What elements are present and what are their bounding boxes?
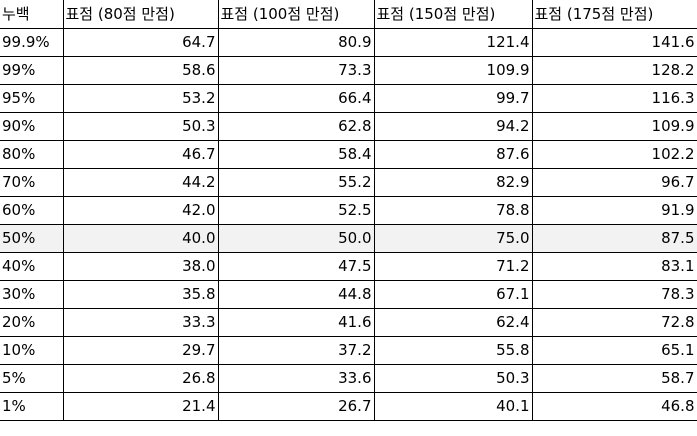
score-cell: 26.8 xyxy=(62,363,219,393)
score-cell: 75.0 xyxy=(373,223,533,253)
score-cell: 78.3 xyxy=(531,279,697,309)
score-cell: 35.8 xyxy=(62,279,219,309)
score-cell: 94.2 xyxy=(373,111,533,141)
score-cell: 71.2 xyxy=(373,251,533,281)
table-row: 20% 33.3 41.6 62.4 72.8 xyxy=(0,307,697,337)
table-row: 95% 53.2 66.4 99.7 116.3 xyxy=(0,83,697,113)
score-cell: 102.2 xyxy=(531,139,697,169)
score-cell: 50.3 xyxy=(62,111,219,141)
score-cell: 58.4 xyxy=(217,139,375,169)
score-cell: 73.3 xyxy=(217,55,375,85)
score-cell: 46.7 xyxy=(62,139,219,169)
score-cell: 78.8 xyxy=(373,195,533,225)
header-cell: 표점 (100점 만점) xyxy=(217,0,375,29)
score-cell: 33.6 xyxy=(217,363,375,393)
percentile-cell: 60% xyxy=(0,195,64,225)
score-cell: 87.5 xyxy=(531,223,697,253)
score-cell: 64.7 xyxy=(62,28,219,57)
header-cell: 표점 (175점 만점) xyxy=(531,0,697,29)
percentile-cell: 99.9% xyxy=(0,28,64,57)
table-row: 99.9% 64.7 80.9 121.4 141.6 xyxy=(0,28,697,57)
score-cell: 65.1 xyxy=(531,335,697,365)
score-cell: 52.5 xyxy=(217,195,375,225)
score-cell: 26.7 xyxy=(217,391,375,421)
score-cell: 96.7 xyxy=(531,167,697,197)
score-cell: 109.9 xyxy=(373,55,533,85)
score-cell: 99.7 xyxy=(373,83,533,113)
table-body: 99.9% 64.7 80.9 121.4 141.6 99% 58.6 73.3 109.9 1… xyxy=(0,28,697,421)
score-cell: 109.9 xyxy=(531,111,697,141)
score-cell: 67.1 xyxy=(373,279,533,309)
score-cell: 66.4 xyxy=(217,83,375,113)
percentile-cell: 1% xyxy=(0,391,64,421)
score-cell: 82.9 xyxy=(373,167,533,197)
score-cell: 62.8 xyxy=(217,111,375,141)
score-cell: 47.5 xyxy=(217,251,375,281)
percentile-cell: 30% xyxy=(0,279,64,309)
score-cell: 91.9 xyxy=(531,195,697,225)
score-cell: 38.0 xyxy=(62,251,219,281)
percentile-cell: 20% xyxy=(0,307,64,337)
header-cell: 누백 xyxy=(0,0,64,29)
score-cell: 21.4 xyxy=(62,391,219,421)
header-cell: 표점 (150점 만점) xyxy=(373,0,533,29)
score-cell: 44.8 xyxy=(217,279,375,309)
score-cell: 121.4 xyxy=(373,28,533,57)
score-cell: 87.6 xyxy=(373,139,533,169)
score-cell: 29.7 xyxy=(62,335,219,365)
table-row: 10% 29.7 37.2 55.8 65.1 xyxy=(0,335,697,365)
table-row: 70% 44.2 55.2 82.9 96.7 xyxy=(0,167,697,197)
table-row: 5% 26.8 33.6 50.3 58.7 xyxy=(0,363,697,393)
table-row: 99% 58.6 73.3 109.9 128.2 xyxy=(0,55,697,85)
score-cell: 80.9 xyxy=(217,28,375,57)
score-cell: 141.6 xyxy=(531,28,697,57)
header-row: 누백 표점 (80점 만점) 표점 (100점 만점) 표점 (150점 만점) 표점 … xyxy=(0,0,697,29)
score-cell: 42.0 xyxy=(62,195,219,225)
score-cell: 40.1 xyxy=(373,391,533,421)
score-cell: 83.1 xyxy=(531,251,697,281)
percentile-cell: 50% xyxy=(0,223,64,253)
header-cell: 표점 (80점 만점) xyxy=(62,0,219,29)
score-cell: 128.2 xyxy=(531,55,697,85)
percentile-cell: 80% xyxy=(0,139,64,169)
table-row: 1% 21.4 26.7 40.1 46.8 xyxy=(0,391,697,421)
score-cell: 50.0 xyxy=(217,223,375,253)
percentile-cell: 10% xyxy=(0,335,64,365)
percentile-cell: 90% xyxy=(0,111,64,141)
percentile-cell: 99% xyxy=(0,55,64,85)
table-row: 30% 35.8 44.8 67.1 78.3 xyxy=(0,279,697,309)
score-cell: 55.2 xyxy=(217,167,375,197)
score-cell: 37.2 xyxy=(217,335,375,365)
score-cell: 58.6 xyxy=(62,55,219,85)
score-cell: 62.4 xyxy=(373,307,533,337)
percentile-cell: 70% xyxy=(0,167,64,197)
score-cell: 53.2 xyxy=(62,83,219,113)
score-cell: 116.3 xyxy=(531,83,697,113)
score-cell: 72.8 xyxy=(531,307,697,337)
table-row: 50% 40.0 50.0 75.0 87.5 xyxy=(0,223,697,253)
percentile-cell: 5% xyxy=(0,363,64,393)
table-row: 40% 38.0 47.5 71.2 83.1 xyxy=(0,251,697,281)
score-cell: 44.2 xyxy=(62,167,219,197)
table-row: 60% 42.0 52.5 78.8 91.9 xyxy=(0,195,697,225)
table-row: 80% 46.7 58.4 87.6 102.2 xyxy=(0,139,697,169)
score-cell: 58.7 xyxy=(531,363,697,393)
score-cell: 46.8 xyxy=(531,391,697,421)
score-cell: 41.6 xyxy=(217,307,375,337)
score-cell: 55.8 xyxy=(373,335,533,365)
percentile-cell: 95% xyxy=(0,83,64,113)
data-table: 누백 표점 (80점 만점) 표점 (100점 만점) 표점 (150점 만점) 표점 … xyxy=(0,0,697,421)
score-cell: 50.3 xyxy=(373,363,533,393)
score-cell: 33.3 xyxy=(62,307,219,337)
table-row: 90% 50.3 62.8 94.2 109.9 xyxy=(0,111,697,141)
score-cell: 40.0 xyxy=(62,223,219,253)
percentile-cell: 40% xyxy=(0,251,64,281)
